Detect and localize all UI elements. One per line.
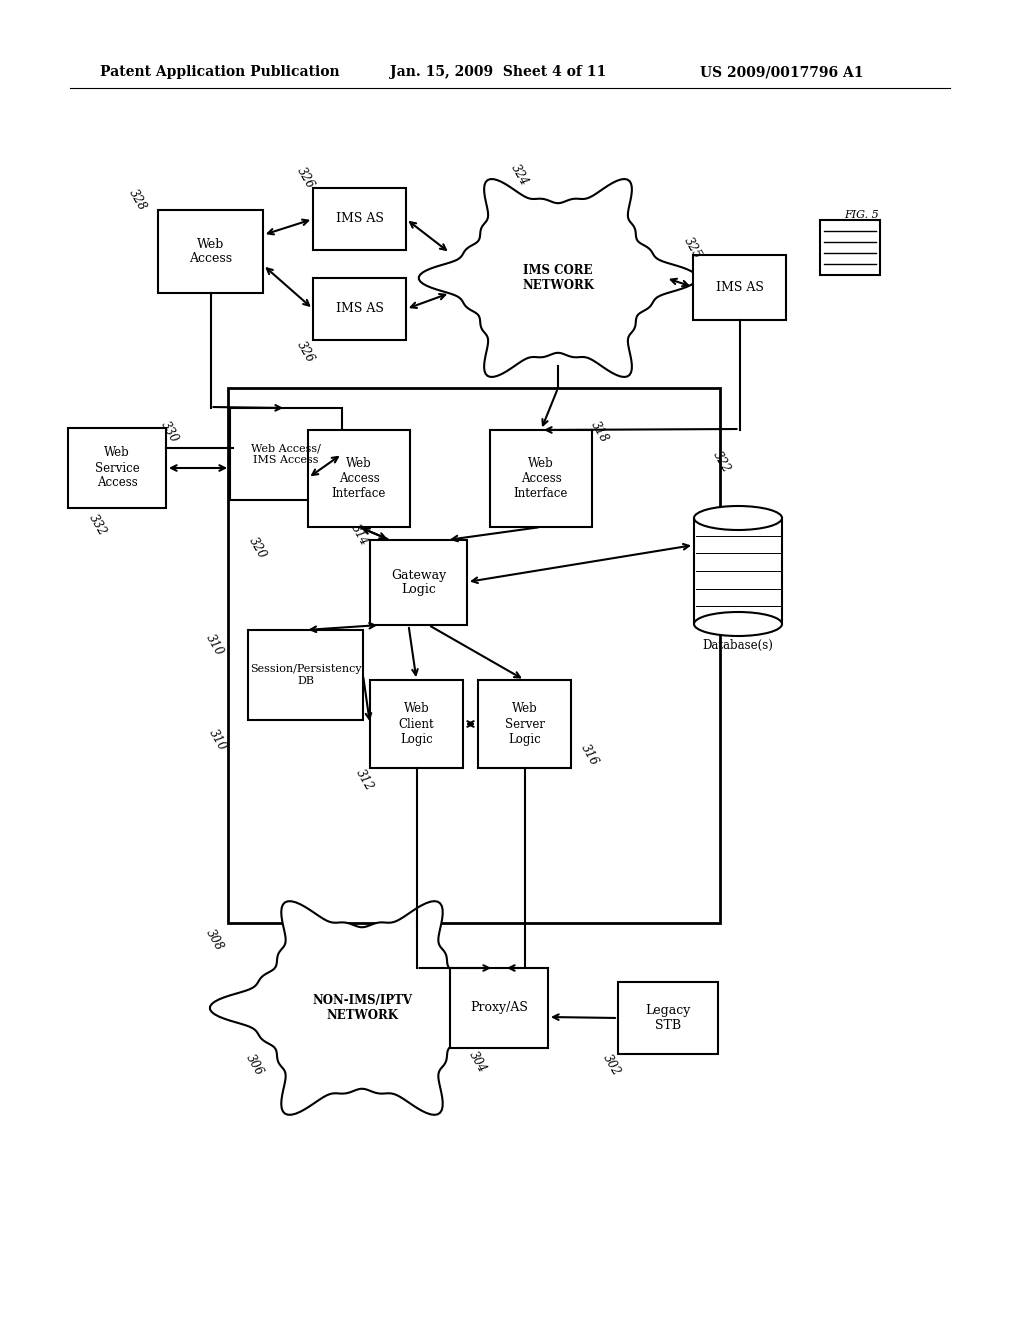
Text: Web
Access
Interface: Web Access Interface — [332, 457, 386, 500]
Text: 320: 320 — [247, 535, 269, 561]
Bar — [313, 279, 406, 341]
Text: 302: 302 — [601, 1052, 624, 1078]
Polygon shape — [210, 902, 514, 1115]
Bar — [230, 408, 342, 500]
Text: FIG. 5: FIG. 5 — [845, 210, 880, 220]
Text: 310: 310 — [204, 632, 226, 657]
Text: 318: 318 — [589, 418, 611, 445]
Text: 308: 308 — [204, 927, 226, 953]
Bar — [228, 388, 720, 923]
Text: 314: 314 — [349, 521, 372, 548]
Polygon shape — [419, 180, 697, 378]
Text: 324: 324 — [509, 162, 531, 187]
Text: Session/Persistency
DB: Session/Persistency DB — [250, 664, 361, 686]
Text: Web
Service
Access: Web Service Access — [94, 446, 139, 490]
Text: Patent Application Publication: Patent Application Publication — [100, 65, 340, 79]
Text: Web
Access
Interface: Web Access Interface — [514, 457, 568, 500]
Text: IMS AS: IMS AS — [716, 281, 764, 294]
Text: 325: 325 — [682, 235, 705, 261]
Text: 322: 322 — [711, 449, 733, 475]
Ellipse shape — [694, 612, 782, 636]
Text: 316: 316 — [579, 742, 601, 768]
Bar — [693, 255, 786, 319]
Bar — [490, 430, 592, 527]
Bar — [313, 187, 406, 249]
Text: Jan. 15, 2009  Sheet 4 of 11: Jan. 15, 2009 Sheet 4 of 11 — [390, 65, 606, 79]
Text: Web
Server
Logic: Web Server Logic — [505, 702, 545, 746]
Text: NON-IMS/IPTV
NETWORK: NON-IMS/IPTV NETWORK — [312, 994, 412, 1022]
Text: 304: 304 — [467, 1049, 489, 1074]
Text: 328: 328 — [127, 187, 150, 213]
Text: 332: 332 — [87, 512, 110, 539]
Bar — [158, 210, 263, 293]
Text: Web Access/
IMS Access: Web Access/ IMS Access — [251, 444, 321, 465]
Bar — [248, 630, 362, 719]
Text: Database(s): Database(s) — [702, 639, 773, 652]
Text: 310: 310 — [207, 727, 229, 752]
Bar — [450, 968, 548, 1048]
Text: Legacy
STB: Legacy STB — [645, 1005, 690, 1032]
Bar — [694, 517, 782, 624]
Text: IMS AS: IMS AS — [336, 302, 383, 315]
Bar — [618, 982, 718, 1053]
Text: Web
Access: Web Access — [189, 238, 232, 265]
Text: Web
Client
Logic: Web Client Logic — [398, 702, 434, 746]
Text: IMS CORE
NETWORK: IMS CORE NETWORK — [522, 264, 594, 292]
Text: 306: 306 — [244, 1052, 266, 1078]
Bar — [478, 680, 571, 768]
Text: Proxy/AS: Proxy/AS — [470, 1002, 528, 1015]
Bar — [68, 428, 166, 508]
Text: US 2009/0017796 A1: US 2009/0017796 A1 — [700, 65, 863, 79]
Text: 312: 312 — [353, 767, 376, 793]
Text: Gateway
Logic: Gateway Logic — [391, 569, 446, 597]
Bar — [308, 430, 410, 527]
Bar — [820, 220, 880, 275]
Text: 326: 326 — [295, 165, 317, 191]
Text: IMS AS: IMS AS — [336, 213, 383, 226]
Text: 326: 326 — [295, 339, 317, 366]
Bar — [370, 680, 463, 768]
Ellipse shape — [694, 506, 782, 531]
Text: 330: 330 — [159, 418, 181, 445]
Bar — [370, 540, 467, 624]
